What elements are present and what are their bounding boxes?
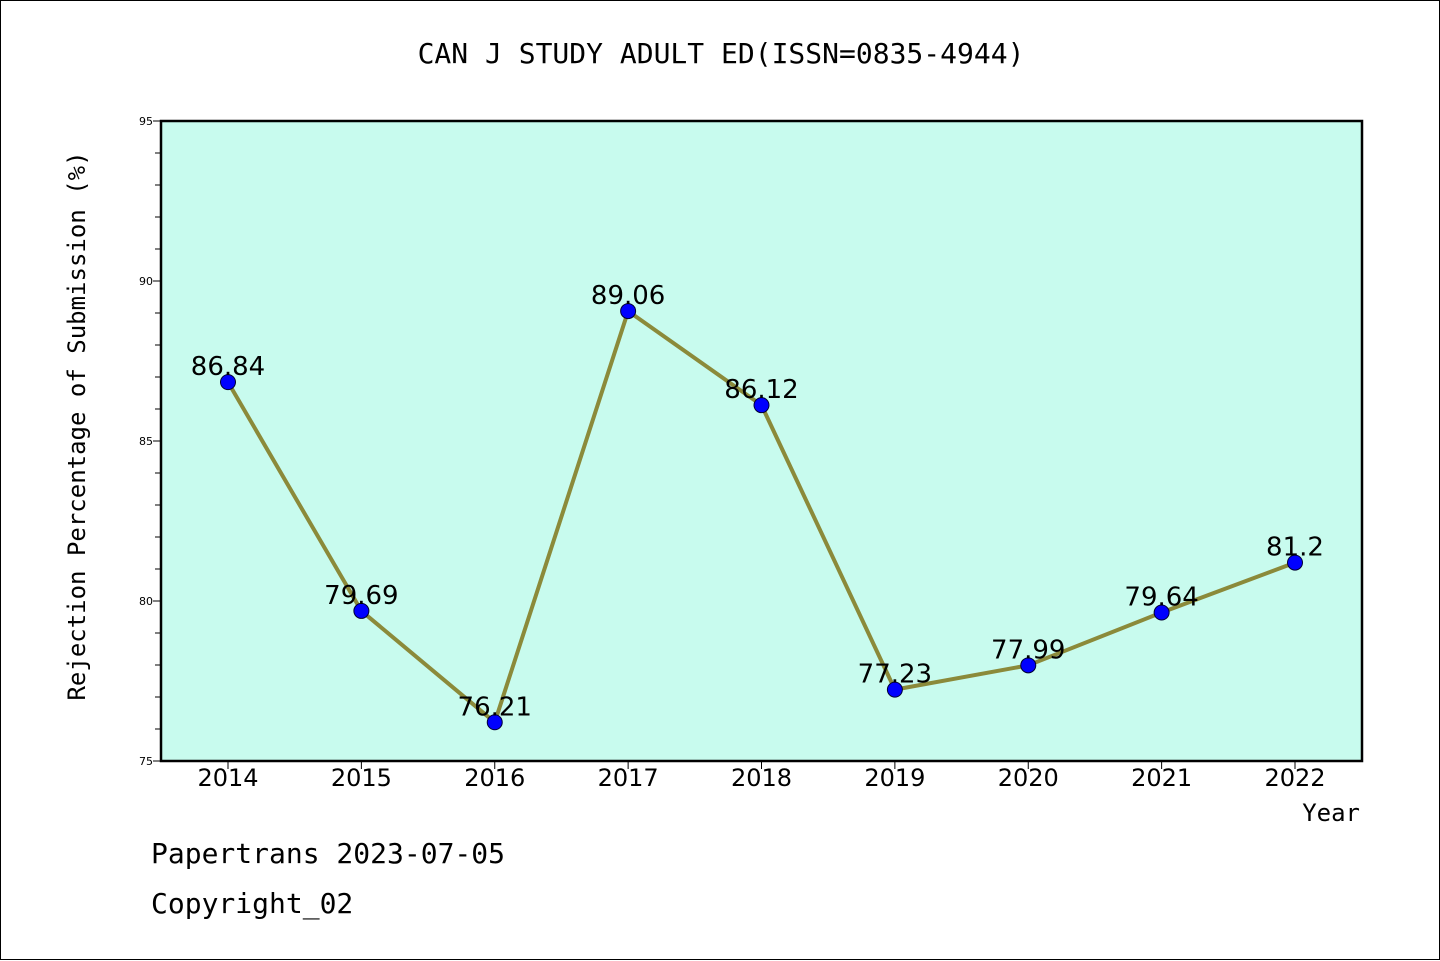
data-point bbox=[620, 303, 637, 320]
x-tick-label: 2017 bbox=[598, 764, 659, 792]
x-tick-label: 2020 bbox=[998, 764, 1059, 792]
y-tick-label: 95 bbox=[139, 115, 153, 128]
y-tick-label: 80 bbox=[139, 595, 153, 608]
y-tick-label: 75 bbox=[139, 755, 153, 768]
data-label: 89.06 bbox=[591, 281, 665, 311]
x-tick-label: 2021 bbox=[1131, 764, 1192, 792]
data-point bbox=[220, 374, 236, 391]
data-point bbox=[486, 714, 503, 731]
data-label: 86.84 bbox=[191, 352, 265, 382]
footer-copyright: Copyright_02 bbox=[151, 887, 354, 920]
x-tick-label: 2018 bbox=[731, 764, 792, 792]
data-point bbox=[1020, 657, 1037, 674]
data-point bbox=[886, 681, 903, 698]
footer-date: Papertrans 2023-07-05 bbox=[151, 837, 506, 870]
data-label: 77.99 bbox=[991, 635, 1065, 665]
data-point bbox=[353, 602, 370, 619]
y-axis-title: Rejection Percentage of Submission (%) bbox=[63, 151, 91, 700]
data-label: 79.69 bbox=[324, 581, 398, 611]
y-tick-label: 85 bbox=[139, 435, 153, 448]
chart-title: CAN J STUDY ADULT ED(ISSN=0835-4944) bbox=[417, 37, 1025, 70]
x-axis-title: Year bbox=[1302, 799, 1360, 827]
data-point bbox=[1287, 554, 1303, 571]
data-label: 81.2 bbox=[1266, 533, 1324, 563]
plot-border bbox=[159, 119, 1364, 763]
data-point bbox=[1153, 604, 1170, 621]
data-label: 77.23 bbox=[858, 660, 932, 690]
plot-area bbox=[161, 121, 1362, 761]
data-label: 79.64 bbox=[1124, 583, 1198, 613]
x-tick-label: 2016 bbox=[464, 764, 525, 792]
x-tick-label: 2019 bbox=[864, 764, 925, 792]
data-point bbox=[753, 397, 770, 414]
y-tick-label: 90 bbox=[139, 275, 153, 288]
data-label: 76.21 bbox=[458, 692, 532, 722]
data-label: 86.12 bbox=[724, 375, 798, 405]
x-tick-label: 2014 bbox=[197, 764, 258, 792]
x-tick-label: 2015 bbox=[331, 764, 392, 792]
x-tick-label: 2022 bbox=[1264, 764, 1325, 792]
